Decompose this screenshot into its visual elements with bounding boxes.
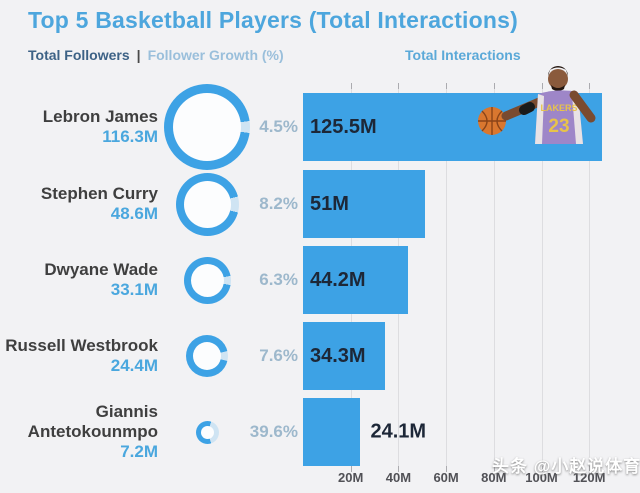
interactions-value: 51M bbox=[310, 192, 349, 215]
donut-hole bbox=[200, 425, 214, 439]
growth-percent: 7.6% bbox=[259, 346, 298, 365]
watermark-toutiao: 头条 @小赵说体育 bbox=[492, 457, 640, 476]
svg-text:23: 23 bbox=[548, 116, 569, 137]
player-row: Dwyane Wade 33.1M 6.3% 44.2M bbox=[0, 242, 640, 318]
gridline bbox=[446, 89, 448, 466]
axis-tick bbox=[589, 83, 591, 89]
gridline bbox=[541, 89, 543, 466]
growth-donut bbox=[195, 420, 219, 444]
growth-percent: 39.6% bbox=[249, 422, 298, 441]
growth-donut bbox=[175, 172, 239, 236]
player-name-block: Giannis Antetokounmpo 7.2M bbox=[0, 402, 158, 462]
player-followers: 48.6M bbox=[110, 204, 158, 223]
growth-donut bbox=[186, 335, 228, 377]
growth-percent: 8.2% bbox=[259, 194, 298, 213]
axis-tick bbox=[398, 83, 400, 89]
gridline bbox=[589, 89, 591, 466]
player-name: Giannis Antetokounmpo bbox=[27, 402, 158, 441]
axis-tick bbox=[493, 466, 495, 472]
growth-donut bbox=[183, 256, 231, 304]
svg-text:LAKERS: LAKERS bbox=[540, 103, 577, 113]
legend-left: Total Followers | Follower Growth (%) bbox=[28, 47, 284, 63]
growth-percent: 4.5% bbox=[259, 117, 298, 136]
donut-hole bbox=[190, 263, 224, 297]
interactions-value: 34.3M bbox=[310, 344, 366, 367]
axis-tick bbox=[589, 466, 591, 472]
growth-donut bbox=[164, 84, 250, 170]
axis-tick bbox=[350, 83, 352, 89]
x-axis-label: 120M bbox=[572, 470, 606, 485]
axis-tick bbox=[398, 466, 400, 472]
x-axis-label: 20M bbox=[338, 470, 364, 485]
donut-hole bbox=[193, 342, 221, 370]
player-followers: 7.2M bbox=[120, 442, 158, 461]
axis-tick bbox=[446, 466, 448, 472]
interactions-bar bbox=[303, 398, 361, 466]
x-axis-label: 100M bbox=[525, 470, 558, 485]
interactions-value: 24.1M bbox=[370, 420, 427, 443]
legend-total-followers: Total Followers bbox=[28, 47, 130, 63]
axis-tick bbox=[446, 83, 448, 89]
axis-tick bbox=[541, 83, 543, 89]
x-axis-label: 40M bbox=[385, 470, 412, 485]
player-followers: 24.4M bbox=[110, 356, 158, 375]
player-followers: 116.3M bbox=[102, 127, 158, 146]
player-name-block: Russell Westbrook 24.4M bbox=[0, 336, 158, 376]
player-followers: 33.1M bbox=[110, 280, 158, 299]
axis-tick bbox=[541, 466, 543, 472]
x-axis-label: 60M bbox=[433, 470, 459, 485]
interactions-bar: 34.3M bbox=[303, 322, 385, 390]
player-name-block: Lebron James 116.3M bbox=[0, 107, 158, 147]
player-name-block: Stephen Curry 48.6M bbox=[0, 184, 158, 224]
player-name: Stephen Curry bbox=[40, 184, 158, 203]
growth-percent: 6.3% bbox=[259, 270, 298, 289]
player-name: Dwyane Wade bbox=[44, 260, 158, 279]
player-name-block: Dwyane Wade 33.1M bbox=[0, 260, 158, 300]
player-row: Stephen Curry 48.6M 8.2% 51M bbox=[0, 166, 640, 242]
lebron-photo: LAKERS 23 bbox=[478, 66, 596, 144]
gridline bbox=[493, 89, 495, 466]
legend-divider: | bbox=[136, 47, 141, 63]
player-name: Russell Westbrook bbox=[5, 336, 158, 355]
donut-hole bbox=[173, 93, 241, 161]
interactions-value: 44.2M bbox=[310, 268, 366, 291]
page-title: Top 5 Basketball Players (Total Interact… bbox=[28, 7, 519, 33]
axis-tick bbox=[493, 83, 495, 89]
player-row: Giannis Antetokounmpo 7.2M 39.6% 24.1M bbox=[0, 394, 640, 470]
interactions-value: 125.5M bbox=[310, 115, 377, 138]
interactions-bar: 51M bbox=[303, 170, 425, 238]
player-row: Russell Westbrook 24.4M 7.6% 34.3M bbox=[0, 318, 640, 394]
legend-follower-growth: Follower Growth (%) bbox=[147, 47, 284, 63]
axis-tick bbox=[350, 466, 352, 472]
legend-total-interactions: Total Interactions bbox=[405, 47, 521, 63]
interactions-bar: 44.2M bbox=[303, 246, 409, 314]
donut-hole bbox=[183, 180, 231, 228]
x-axis-label: 80M bbox=[481, 470, 507, 485]
player-name: Lebron James bbox=[42, 107, 158, 126]
